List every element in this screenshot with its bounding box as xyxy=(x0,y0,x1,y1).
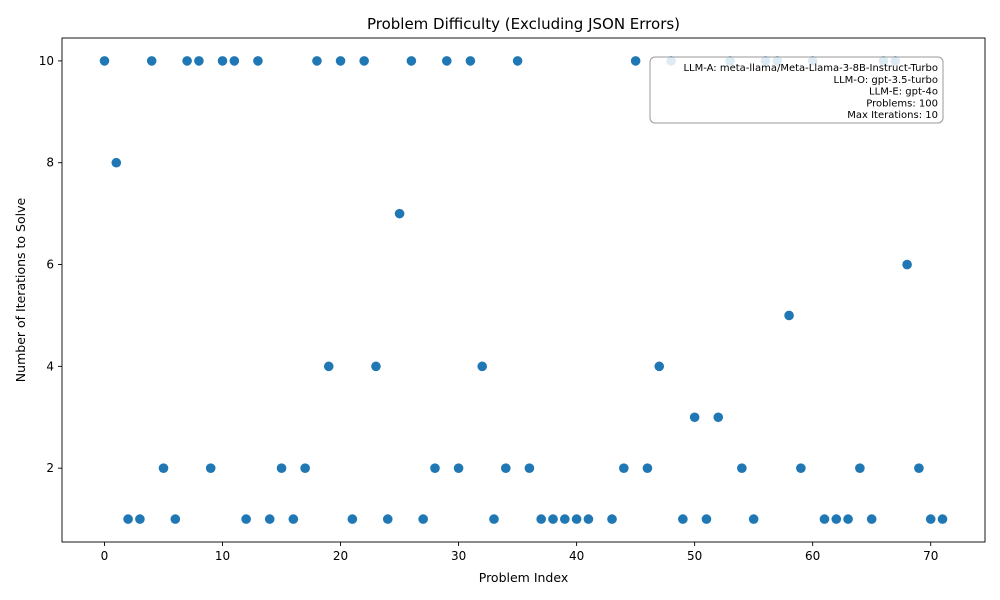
data-point xyxy=(288,514,299,524)
data-point xyxy=(312,56,322,66)
data-point xyxy=(902,259,912,270)
data-point xyxy=(819,514,830,524)
data-point xyxy=(359,56,369,66)
x-tick-label: 10 xyxy=(215,549,230,563)
data-point xyxy=(548,514,558,524)
data-point xyxy=(229,56,240,66)
data-point xyxy=(170,514,181,524)
data-point xyxy=(123,514,133,524)
data-point xyxy=(630,56,641,66)
data-point xyxy=(619,463,629,473)
data-point xyxy=(501,463,511,473)
data-point xyxy=(925,514,936,524)
x-tick-label: 60 xyxy=(805,549,820,563)
data-point xyxy=(583,514,594,524)
chart-title: Problem Difficulty (Excluding JSON Error… xyxy=(367,15,680,33)
annotation-box: LLM-A: meta-llama/Meta-Llama-3-8B-Instru… xyxy=(649,56,944,124)
annotation-line: LLM-E: gpt-4o xyxy=(869,87,938,98)
data-point xyxy=(217,56,228,66)
data-points xyxy=(99,56,948,524)
data-point xyxy=(524,463,535,473)
x-axis-label: Problem Index xyxy=(479,570,569,585)
y-tick-label: 2 xyxy=(46,461,54,475)
data-point xyxy=(607,514,617,524)
annotation-line: LLM-A: meta-llama/Meta-Llama-3-8B-Instru… xyxy=(683,63,938,74)
data-point xyxy=(323,361,334,372)
data-point xyxy=(111,157,122,168)
x-tick-label: 20 xyxy=(333,549,348,563)
y-tick-label: 10 xyxy=(39,54,54,68)
data-point xyxy=(300,463,310,473)
x-axis-ticks: 0 10 20 30 40 50 60 70 xyxy=(101,542,938,563)
data-point xyxy=(642,463,653,473)
data-point xyxy=(418,514,428,524)
data-point xyxy=(937,514,948,524)
data-point xyxy=(512,56,523,66)
data-point xyxy=(678,514,688,524)
data-point xyxy=(571,514,582,524)
data-point xyxy=(701,514,712,524)
x-tick-label: 0 xyxy=(101,549,109,563)
data-point xyxy=(276,463,287,473)
annotation-line: Problems: 100 xyxy=(866,98,938,109)
x-tick-label: 50 xyxy=(687,549,702,563)
data-point xyxy=(347,514,358,524)
y-tick-label: 4 xyxy=(46,359,54,373)
x-tick-label: 30 xyxy=(451,549,466,563)
data-point xyxy=(855,463,865,473)
y-tick-label: 8 xyxy=(46,156,54,170)
data-point xyxy=(99,56,110,66)
data-point xyxy=(737,463,747,473)
data-point xyxy=(560,514,570,524)
data-point xyxy=(831,514,842,524)
annotation-line: Max Iterations: 10 xyxy=(847,110,938,121)
data-point xyxy=(477,361,487,372)
data-point xyxy=(654,361,665,372)
x-tick-label: 40 xyxy=(569,549,584,563)
data-point xyxy=(748,514,759,524)
data-point xyxy=(866,514,877,524)
data-point xyxy=(194,56,204,66)
annotation-frame xyxy=(649,56,944,124)
data-point xyxy=(146,56,157,66)
annotation-line: LLM-O: gpt-3.5-turbo xyxy=(834,75,938,86)
y-axis-label: Number of Iterations to Solve xyxy=(13,198,28,383)
data-point xyxy=(241,514,251,524)
data-point xyxy=(394,208,405,219)
data-point xyxy=(465,56,476,66)
plot-frame xyxy=(61,37,986,543)
data-point xyxy=(689,412,700,423)
data-point xyxy=(382,514,393,524)
y-tick-label: 6 xyxy=(46,258,54,272)
data-point xyxy=(371,361,381,372)
data-point xyxy=(406,56,417,66)
data-point xyxy=(843,514,853,524)
data-point xyxy=(205,463,216,473)
data-point xyxy=(430,463,440,473)
data-point xyxy=(182,56,192,66)
y-axis-ticks: 2 4 6 8 10 xyxy=(39,54,62,475)
data-point xyxy=(536,514,546,524)
data-point xyxy=(713,412,724,423)
data-point xyxy=(253,56,263,66)
data-point xyxy=(796,463,806,473)
data-point xyxy=(453,463,464,473)
data-point xyxy=(914,463,924,473)
data-point xyxy=(441,56,452,66)
data-point xyxy=(158,463,169,473)
data-point xyxy=(264,514,275,524)
x-tick-label: 70 xyxy=(923,549,938,563)
data-point xyxy=(489,514,499,524)
data-point xyxy=(784,310,794,321)
data-point xyxy=(135,514,145,524)
data-point xyxy=(335,56,346,66)
